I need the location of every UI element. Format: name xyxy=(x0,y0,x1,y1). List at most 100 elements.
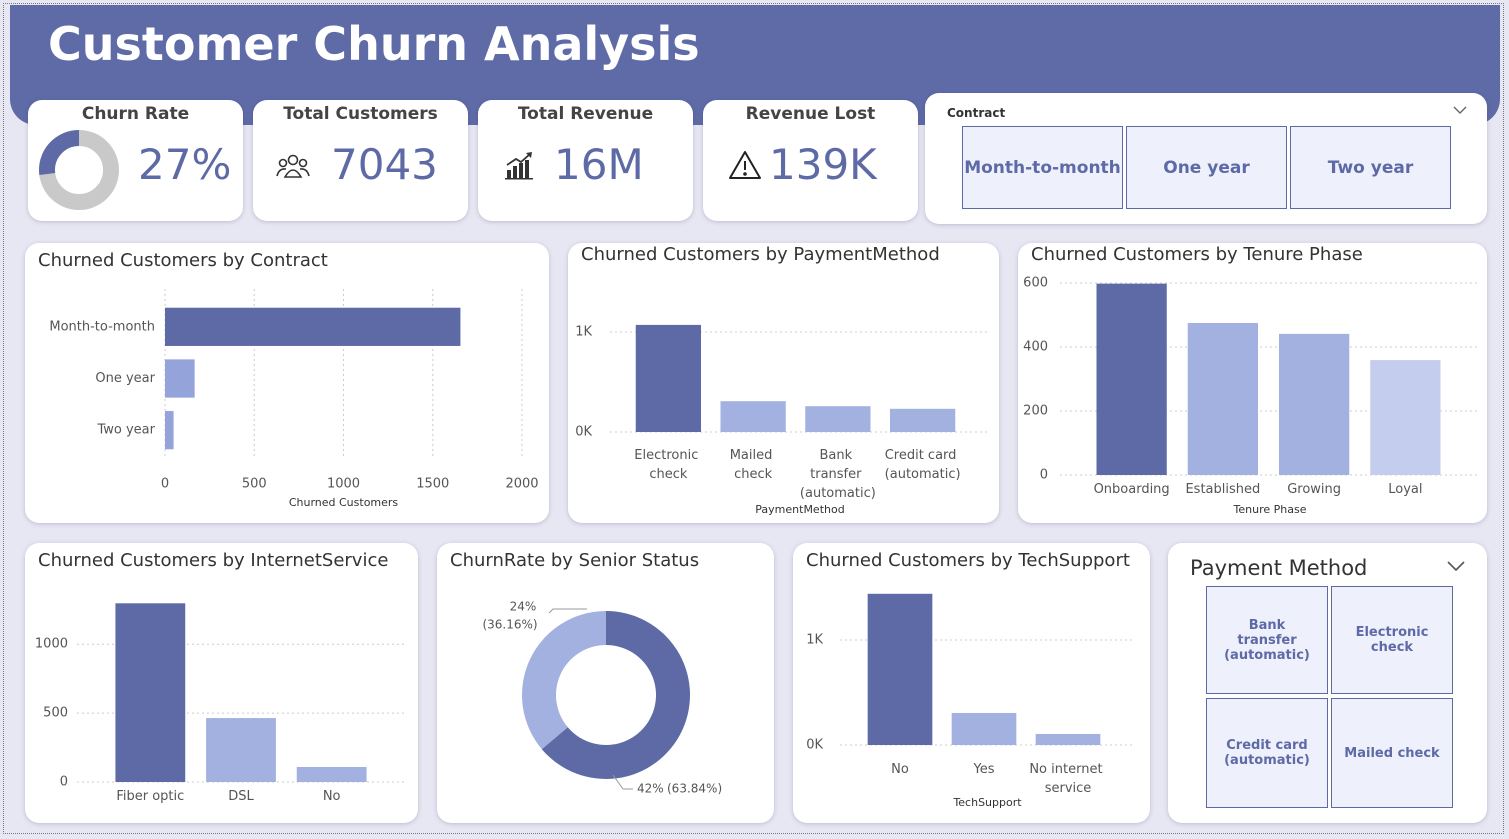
bar xyxy=(165,359,195,398)
axis-title: Tenure Phase xyxy=(1233,503,1307,516)
slicer-button[interactable]: Credit card (automatic) xyxy=(1206,698,1328,808)
kpi-value: 16M xyxy=(554,140,644,189)
data-label: 24% xyxy=(510,600,537,614)
bar xyxy=(165,307,461,346)
chart-card: Churned Customers by Tenure Phase 0 200 400… xyxy=(1018,243,1487,523)
x-tick-label: 500 xyxy=(242,477,267,492)
chart-svg xyxy=(729,151,761,179)
bar xyxy=(1187,323,1259,475)
y-tick-label: 1K xyxy=(806,633,823,648)
chart-card: Churned Customers by Contract 0 500 1000 150… xyxy=(25,243,549,523)
x-tick-label: Electronic check xyxy=(634,448,702,482)
x-tick-label: 1000 xyxy=(327,477,360,492)
data-label: (36.16%) xyxy=(482,618,537,632)
y-tick-label: 0 xyxy=(1040,468,1048,483)
chart-svg: Churned Customers by Contract 0 500 1000 150… xyxy=(38,250,539,509)
leader-line xyxy=(548,608,587,614)
donut-slice xyxy=(522,611,606,750)
x-tick-label: DSL xyxy=(228,789,254,804)
slicer-button[interactable]: Bank transfer (automatic) xyxy=(1206,586,1328,694)
bar xyxy=(296,766,367,782)
chart-svg: Churned Customers by PaymentMethod 0K 1K El… xyxy=(575,244,990,516)
payment-slicer: Payment Method Bank transfer (automatic) E… xyxy=(1168,543,1487,823)
x-tick-label: Bank transfer (automatic) xyxy=(800,448,876,501)
kpi-card: Churn Rate 27% xyxy=(28,100,243,221)
y-tick-label: 1K xyxy=(575,325,592,340)
x-tick-label: Mailed check xyxy=(730,448,777,482)
chart-svg xyxy=(505,152,533,180)
bar xyxy=(805,406,871,432)
chart-title: Churned Customers by InternetService xyxy=(38,550,388,571)
leader-line xyxy=(612,774,633,790)
kpi-value: 139K xyxy=(769,140,877,189)
chevron xyxy=(1447,561,1465,572)
kpi-value: 7043 xyxy=(331,140,438,189)
chart-title: Churned Customers by Tenure Phase xyxy=(1031,244,1363,265)
chart-card: Churned Customers by InternetService 0 500… xyxy=(25,543,418,823)
kpi-label: Total Customers xyxy=(283,104,438,124)
x-tick-label: 0 xyxy=(161,477,169,492)
bar xyxy=(115,603,186,782)
axis-title: PaymentMethod xyxy=(755,503,844,516)
data-label: (63.84%) xyxy=(667,782,722,796)
contract-slicer: Contract Month-to-month One year Two year xyxy=(925,93,1487,224)
bar xyxy=(635,324,702,432)
x-tick-label: Growing xyxy=(1287,482,1341,497)
donut-slice xyxy=(541,611,690,779)
chevron xyxy=(1453,106,1467,114)
slicer-button[interactable]: Electronic check xyxy=(1331,586,1453,694)
bar xyxy=(1278,333,1350,475)
kpi-icon xyxy=(729,151,761,179)
slicer-button[interactable]: One year xyxy=(1126,126,1287,209)
y-tick-label: 600 xyxy=(1023,276,1048,291)
y-tick-label: 200 xyxy=(1023,404,1048,419)
x-tick-label: Credit card (automatic) xyxy=(885,448,961,482)
x-tick-label: Fiber optic xyxy=(116,789,184,804)
bar xyxy=(889,408,956,432)
chart-svg xyxy=(1447,561,1465,572)
y-tick-label: Two year xyxy=(96,423,155,438)
y-tick-label: 500 xyxy=(43,706,68,721)
x-tick-label: 2000 xyxy=(505,477,538,492)
y-tick-label: 0K xyxy=(806,738,823,753)
slicer-button[interactable]: Month-to-month xyxy=(962,126,1123,209)
bar xyxy=(867,593,933,745)
chart-svg: Churned Customers by TechSupport 0K 1K No Ye… xyxy=(806,550,1135,809)
x-tick-label: 1500 xyxy=(416,477,449,492)
chart-svg: Churned Customers by InternetService 0 500… xyxy=(35,550,405,804)
data-label: 42% xyxy=(637,782,664,796)
y-tick-label: 400 xyxy=(1023,340,1048,355)
bar xyxy=(1096,283,1167,475)
chart-svg xyxy=(39,130,119,210)
bar xyxy=(720,401,786,432)
x-tick-label: No xyxy=(323,789,341,804)
chart-card: Churned Customers by TechSupport 0K 1K No Ye… xyxy=(793,543,1150,823)
slicer-title: Contract xyxy=(947,106,1006,120)
x-tick-label: Onboarding xyxy=(1094,482,1170,497)
slicer-title: Payment Method xyxy=(1190,556,1368,580)
bar xyxy=(206,718,276,782)
chart-svg: Churned Customers by Tenure Phase 0 200 400… xyxy=(1023,244,1480,516)
slicer-button[interactable]: Two year xyxy=(1290,126,1451,209)
chart-title: ChurnRate by Senior Status xyxy=(450,550,699,571)
chart-title: Churned Customers by TechSupport xyxy=(806,550,1130,571)
kpi-label: Total Revenue xyxy=(517,104,654,124)
y-tick-label: One year xyxy=(95,371,155,386)
axis-title: Churned Customers xyxy=(289,496,399,509)
slicer-button[interactable]: Mailed check xyxy=(1331,698,1453,808)
chart-svg xyxy=(276,154,310,178)
kpi-card: Revenue Lost 139K xyxy=(703,100,918,221)
kpi-donut-arc xyxy=(39,130,80,176)
y-tick-label: 1000 xyxy=(35,637,68,652)
y-tick-label: 0K xyxy=(575,425,592,440)
kpi-value: 27% xyxy=(138,140,232,189)
kpi-card: Total Revenue 16M xyxy=(478,100,693,221)
x-tick-label: No xyxy=(891,762,909,777)
kpi-icon xyxy=(505,152,533,180)
chart-title: Churned Customers by PaymentMethod xyxy=(581,244,940,265)
y-tick-label: 0 xyxy=(60,775,68,790)
bar xyxy=(951,712,1017,745)
chart-svg xyxy=(1453,106,1467,114)
bar xyxy=(165,411,174,450)
